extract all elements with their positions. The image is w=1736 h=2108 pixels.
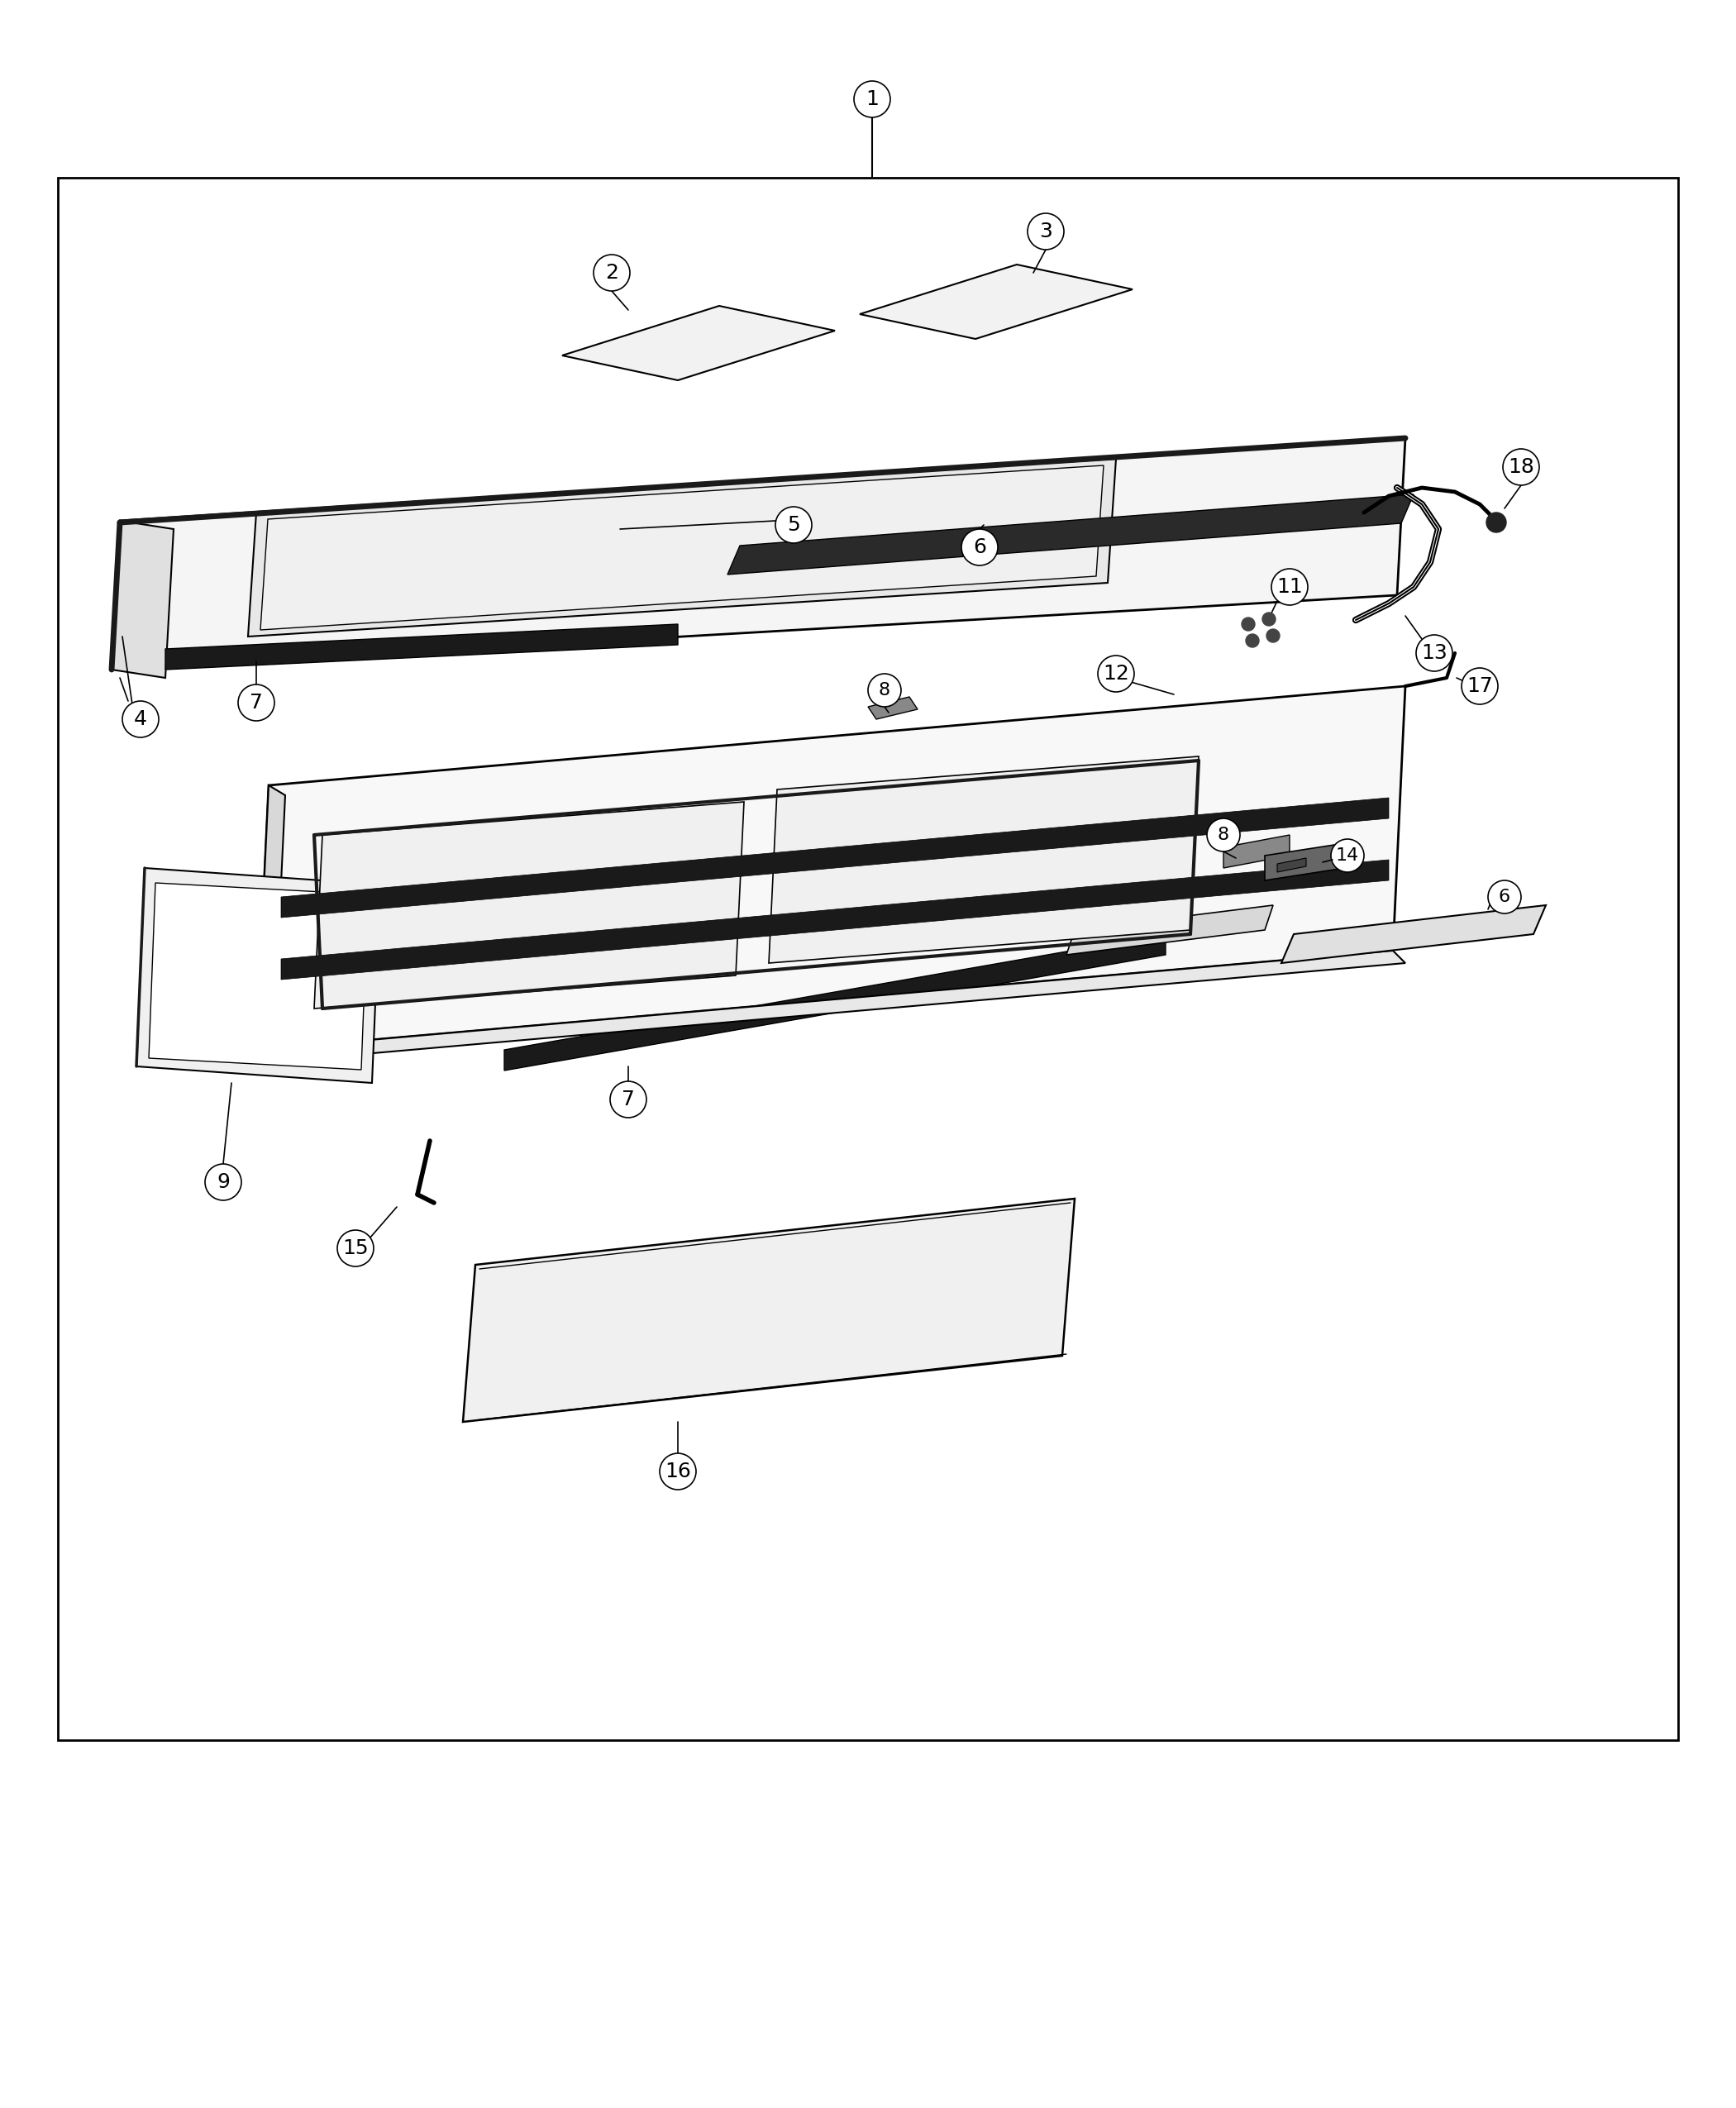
Circle shape [337,1231,373,1267]
Polygon shape [1266,841,1356,881]
Circle shape [1417,635,1453,670]
Polygon shape [769,757,1198,963]
Text: 8: 8 [1217,826,1229,843]
Circle shape [238,685,274,721]
Circle shape [122,702,158,738]
Circle shape [1262,613,1276,626]
Text: 11: 11 [1276,578,1302,597]
Polygon shape [111,521,174,679]
Polygon shape [257,685,1406,1050]
Circle shape [868,675,901,706]
Text: 6: 6 [972,538,986,557]
Polygon shape [464,1199,1075,1423]
Polygon shape [257,951,1406,1062]
Polygon shape [149,883,368,1069]
Circle shape [609,1081,646,1117]
Circle shape [594,255,630,291]
Circle shape [1246,635,1259,647]
Circle shape [660,1452,696,1490]
Text: 7: 7 [250,694,262,713]
Circle shape [1267,628,1279,643]
Text: 13: 13 [1422,643,1448,664]
Circle shape [1462,668,1498,704]
Polygon shape [868,698,918,719]
Polygon shape [165,624,677,670]
Text: 6: 6 [1498,890,1510,904]
Text: 1: 1 [866,89,878,110]
Text: 3: 3 [1040,221,1052,242]
Circle shape [1332,839,1364,873]
Circle shape [1241,618,1255,630]
Text: 2: 2 [606,264,618,282]
Circle shape [1488,881,1521,913]
Text: 16: 16 [665,1461,691,1482]
Polygon shape [314,801,745,1008]
Text: 7: 7 [621,1090,635,1109]
Polygon shape [257,786,285,1060]
Circle shape [1207,818,1240,852]
Circle shape [1028,213,1064,249]
Polygon shape [1066,904,1272,955]
Polygon shape [260,466,1104,630]
Circle shape [854,80,891,118]
Circle shape [1271,569,1307,605]
Circle shape [205,1164,241,1199]
Polygon shape [281,797,1389,917]
Bar [57,177,1679,1739]
Circle shape [1097,656,1134,691]
Polygon shape [503,934,1165,1071]
Polygon shape [1281,904,1545,963]
Polygon shape [248,460,1116,637]
Text: 4: 4 [134,708,148,729]
Text: 17: 17 [1467,677,1493,696]
Circle shape [962,529,998,565]
Polygon shape [111,438,1406,670]
Text: 14: 14 [1335,847,1359,864]
Circle shape [1503,449,1540,485]
Circle shape [776,506,812,544]
Polygon shape [727,495,1413,575]
Text: 9: 9 [217,1172,229,1191]
Circle shape [1486,512,1507,533]
Polygon shape [1224,835,1290,868]
Text: 5: 5 [786,514,800,535]
Polygon shape [1278,858,1305,873]
Text: 15: 15 [342,1237,368,1258]
Polygon shape [562,306,835,379]
Text: 18: 18 [1509,457,1535,476]
Text: 12: 12 [1102,664,1128,683]
Polygon shape [281,860,1389,980]
Text: 8: 8 [878,683,891,698]
Polygon shape [137,868,380,1084]
Polygon shape [859,264,1132,339]
